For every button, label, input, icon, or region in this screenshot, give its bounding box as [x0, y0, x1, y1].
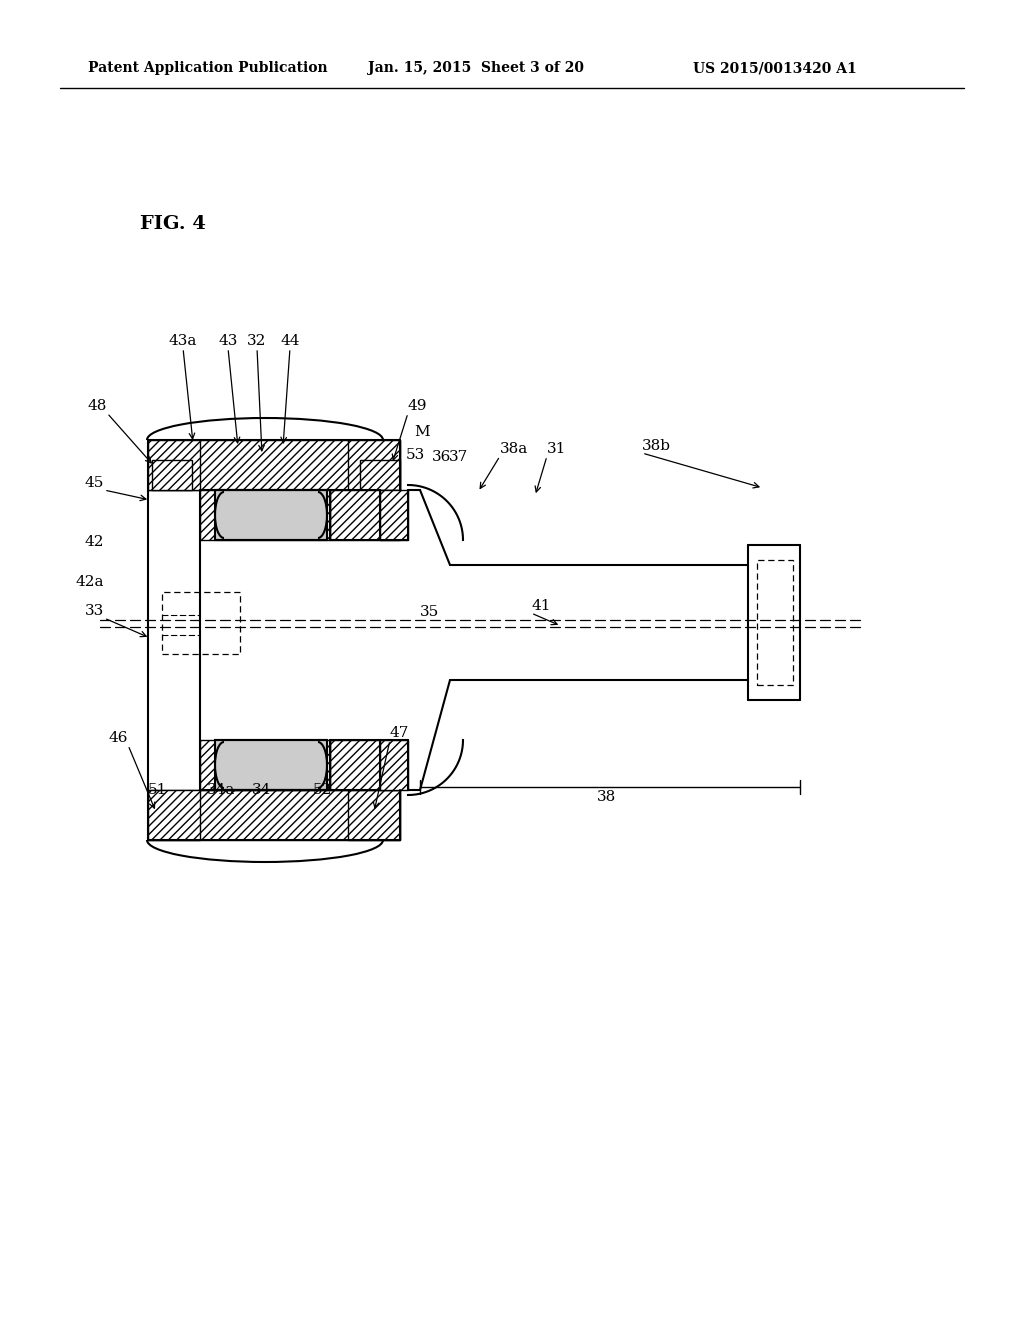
Text: 43a: 43a — [169, 334, 198, 348]
Bar — [360, 459, 400, 490]
Bar — [148, 789, 200, 840]
Text: 51: 51 — [147, 783, 167, 797]
Text: 37: 37 — [449, 450, 468, 465]
Bar — [148, 440, 200, 490]
Text: 46: 46 — [109, 731, 128, 744]
Bar — [215, 490, 327, 540]
Text: 41: 41 — [531, 599, 551, 612]
Text: FIG. 4: FIG. 4 — [140, 215, 206, 234]
Bar — [152, 459, 193, 490]
Text: 52: 52 — [312, 783, 332, 797]
Text: 48: 48 — [88, 399, 106, 413]
Text: 34a: 34a — [207, 783, 236, 797]
Text: 34: 34 — [252, 783, 271, 797]
Bar — [348, 440, 400, 490]
Bar — [162, 591, 240, 653]
Text: 42: 42 — [85, 535, 104, 549]
Text: 31: 31 — [547, 442, 566, 455]
Bar — [348, 789, 400, 840]
Text: 45: 45 — [85, 477, 104, 490]
Text: 38b: 38b — [642, 440, 671, 453]
Text: M: M — [414, 425, 430, 440]
Bar — [380, 741, 408, 789]
Bar — [380, 490, 408, 540]
Bar — [200, 741, 330, 789]
Text: 49: 49 — [408, 399, 427, 413]
Text: 35: 35 — [420, 605, 439, 619]
Text: 38: 38 — [596, 789, 615, 804]
Bar — [215, 741, 327, 789]
Text: 32: 32 — [248, 334, 266, 348]
Text: Patent Application Publication: Patent Application Publication — [88, 61, 328, 75]
Text: 43: 43 — [218, 334, 238, 348]
Text: 44: 44 — [281, 334, 300, 348]
Text: 38a: 38a — [500, 442, 528, 455]
Text: 42a: 42a — [76, 576, 104, 589]
Text: 53: 53 — [406, 447, 425, 462]
Bar — [330, 490, 400, 540]
Bar — [330, 741, 400, 789]
Text: 36: 36 — [432, 450, 452, 465]
Bar — [200, 490, 330, 540]
Text: 33: 33 — [85, 605, 104, 618]
Text: 47: 47 — [390, 726, 410, 741]
Bar — [148, 789, 400, 840]
Bar — [148, 440, 400, 490]
Text: US 2015/0013420 A1: US 2015/0013420 A1 — [693, 61, 857, 75]
Bar — [757, 560, 793, 685]
Text: Jan. 15, 2015  Sheet 3 of 20: Jan. 15, 2015 Sheet 3 of 20 — [368, 61, 584, 75]
